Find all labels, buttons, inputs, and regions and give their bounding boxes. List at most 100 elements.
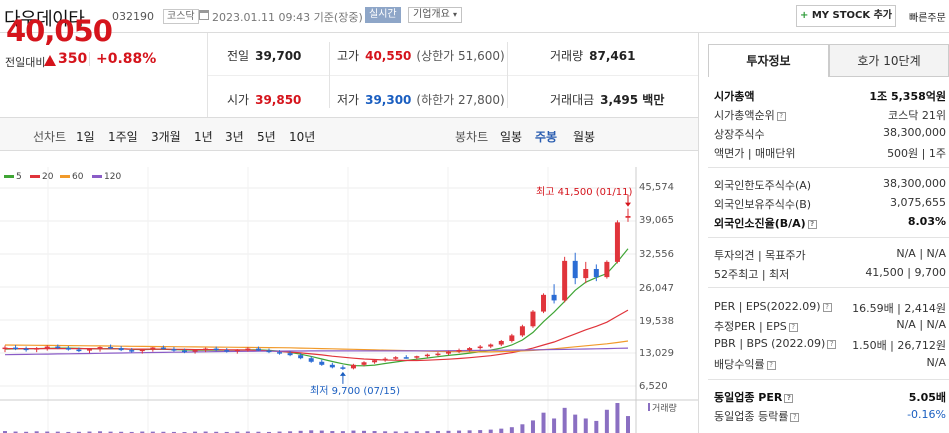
help-icon[interactable]: ?: [784, 393, 794, 403]
volume-bar: [372, 431, 377, 433]
volume-bar: [193, 431, 198, 433]
info-label: PBR | BPS (2022.09)?: [714, 337, 837, 350]
candle-body: [308, 358, 314, 362]
stat-value: 87,461: [589, 49, 636, 63]
info-row: 추정PER | EPS? N/A | N/A: [714, 318, 946, 336]
info-value: 1.50배 | 26,712원: [852, 339, 946, 352]
info-label: 액면가 | 매매단위: [714, 147, 796, 160]
volume-bar: [425, 431, 430, 433]
divider: [507, 42, 508, 108]
volume-bar: [594, 420, 599, 433]
candle-body: [118, 348, 124, 351]
volume-bar: [119, 431, 124, 433]
candle-body: [340, 367, 346, 369]
tab-invest-info[interactable]: 투자정보: [708, 44, 829, 77]
candle-body: [319, 361, 325, 365]
volume-bar: [351, 430, 356, 433]
help-icon[interactable]: ?: [827, 339, 837, 349]
help-icon[interactable]: ?: [776, 111, 786, 121]
info-label: 52주최고 | 최저: [714, 268, 790, 281]
info-row: 시가총액순위? 코스닥 21위: [714, 107, 946, 125]
period-daily[interactable]: 일봉: [500, 130, 523, 144]
volume-bar: [34, 431, 39, 433]
candle-body: [44, 346, 50, 349]
candle-body: [593, 268, 599, 278]
help-icon[interactable]: ?: [766, 360, 776, 370]
volume-bar: [45, 431, 50, 433]
period-weekly[interactable]: 주봉: [535, 130, 558, 144]
volume-bar: [161, 431, 166, 433]
info-label: 외국인보유주식수(B): [714, 198, 812, 211]
current-price: 40,050: [6, 14, 113, 48]
help-icon[interactable]: ?: [788, 322, 798, 332]
volume-bar: [203, 431, 208, 433]
volume-bar: [245, 431, 250, 433]
volume-bar: [499, 428, 504, 433]
candle-body: [625, 216, 631, 218]
info-row: 액면가 | 매매단위 500원 | 1주: [714, 145, 946, 163]
candle-body: [34, 348, 40, 350]
volume-bar: [309, 430, 314, 433]
candle-body: [488, 344, 494, 347]
volume-bar: [573, 414, 578, 433]
company-overview-dropdown[interactable]: 기업개요 ▾: [408, 7, 463, 23]
period-5y[interactable]: 5년: [257, 130, 276, 144]
volume-bar: [583, 418, 588, 433]
volume-bar: [214, 431, 219, 433]
help-icon[interactable]: ?: [790, 412, 800, 422]
candle-body: [192, 350, 198, 352]
period-1d[interactable]: 1일: [76, 130, 95, 144]
period-1y[interactable]: 1년: [194, 130, 213, 144]
candle-body: [551, 294, 557, 301]
change-rate: +0.88%: [96, 51, 157, 67]
candle-body: [541, 294, 547, 312]
period-10y[interactable]: 10년: [289, 130, 316, 144]
info-label: 배당수익률?: [714, 356, 776, 372]
candle-body: [572, 260, 578, 279]
y-tick: 19,538: [639, 316, 674, 327]
info-row: 외국인보유주식수(B) 3,075,655: [714, 196, 946, 214]
info-row: 시가총액 1조 5,358억원: [714, 88, 946, 106]
info-value: 코스닥 21위: [888, 109, 946, 122]
divider: [89, 52, 90, 66]
low-annotation: 최저 9,700 (07/15): [310, 386, 401, 397]
info-label: 시가총액: [714, 90, 755, 103]
change-amount: 350: [58, 51, 88, 67]
volume-bar: [467, 430, 472, 433]
volume-bar: [319, 430, 324, 433]
ma-line-120: [4, 347, 629, 356]
volume-bar: [362, 430, 367, 433]
help-icon[interactable]: ?: [807, 219, 817, 229]
candle-body: [403, 357, 409, 359]
high-annotation: 최고 41,500 (01/11): [536, 187, 633, 198]
price-chart[interactable]: [0, 167, 698, 433]
divider: [329, 42, 330, 108]
calendar-icon: [199, 10, 209, 20]
period-3y[interactable]: 3년: [225, 130, 244, 144]
period-3m[interactable]: 3개월: [151, 130, 181, 144]
volume-bar: [541, 412, 546, 433]
volume-bar: [393, 431, 398, 433]
candle-body: [435, 353, 441, 356]
realtime-badge[interactable]: 실시간: [365, 7, 401, 23]
stat-label: 고가: [337, 49, 360, 63]
info-value: 5.05배: [908, 391, 946, 404]
period-monthly[interactable]: 월봉: [573, 130, 596, 144]
info-value: -0.16%: [907, 408, 946, 421]
info-row: 동일업종 PER? 5.05배: [714, 389, 946, 407]
info-value: N/A | N/A: [896, 318, 946, 331]
add-mystock-button[interactable]: + MY STOCK 추가: [796, 5, 896, 27]
candle-body: [160, 347, 166, 350]
volume-bar: [404, 431, 409, 433]
candle-body: [583, 268, 589, 279]
info-label: 시가총액순위?: [714, 107, 786, 123]
tab-order-book[interactable]: 호가 10단계: [829, 44, 949, 77]
quick-order-button[interactable]: 빠른주문: [909, 13, 946, 24]
info-value: 38,300,000: [883, 126, 946, 139]
help-icon[interactable]: ?: [822, 302, 832, 312]
stat-value: 39,700: [255, 49, 302, 63]
volume-bar: [277, 431, 282, 433]
stock-code: 032190: [112, 10, 154, 23]
stat-label: 저가: [337, 93, 360, 107]
period-1w[interactable]: 1주일: [108, 130, 138, 144]
